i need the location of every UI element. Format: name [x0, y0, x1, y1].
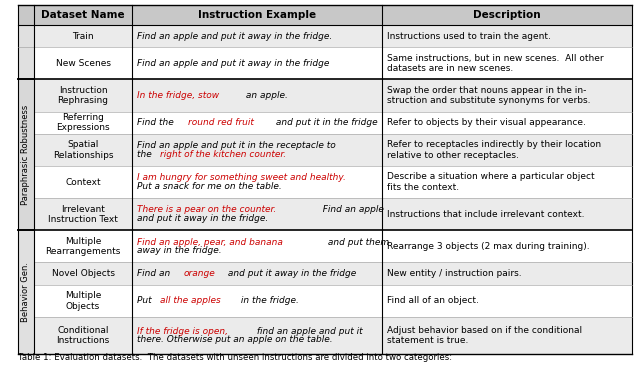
- Text: the: the: [137, 150, 155, 159]
- Text: Behavior Gen.: Behavior Gen.: [22, 262, 31, 322]
- Text: Swap the order that nouns appear in the in-
struction and substitute synonyms fo: Swap the order that nouns appear in the …: [387, 86, 591, 105]
- Text: there. Otherwise put an apple on the table.: there. Otherwise put an apple on the tab…: [137, 335, 333, 344]
- Text: Multiple
Objects: Multiple Objects: [65, 291, 101, 310]
- Text: Conditional
Instructions: Conditional Instructions: [56, 326, 109, 345]
- Text: Adjust behavior based on if the conditional
statement is true.: Adjust behavior based on if the conditio…: [387, 326, 582, 345]
- Text: and put it in the fridge: and put it in the fridge: [273, 118, 378, 127]
- Text: and put it away in the fridge: and put it away in the fridge: [225, 269, 356, 278]
- Text: away in the fridge.: away in the fridge.: [137, 246, 221, 255]
- Bar: [18, 25, 34, 79]
- Text: Refer to objects by their visual appearance.: Refer to objects by their visual appeara…: [387, 118, 586, 127]
- Text: Table 1: Evaluation datasets.  The datasets with unseen instructions are divided: Table 1: Evaluation datasets. The datase…: [18, 354, 452, 363]
- Bar: [34, 230, 632, 263]
- Bar: [34, 263, 632, 285]
- Text: right of the kitchen counter.: right of the kitchen counter.: [160, 150, 286, 159]
- Text: If the fridge is open,: If the fridge is open,: [137, 326, 228, 336]
- Bar: [18, 230, 34, 354]
- Text: find an apple and put it: find an apple and put it: [255, 326, 363, 336]
- Bar: [34, 166, 632, 198]
- Text: Instructions that include irrelevant context.: Instructions that include irrelevant con…: [387, 210, 584, 219]
- Bar: [18, 5, 632, 25]
- Text: New entity / instruction pairs.: New entity / instruction pairs.: [387, 269, 522, 278]
- Text: Find an apple, pear, and banana: Find an apple, pear, and banana: [137, 238, 283, 247]
- Text: Instruction
Rephrasing: Instruction Rephrasing: [58, 86, 109, 105]
- Text: Irrelevant
Instruction Text: Irrelevant Instruction Text: [48, 204, 118, 224]
- Bar: [34, 134, 632, 166]
- Text: Find the: Find the: [137, 118, 177, 127]
- Text: Instructions used to train the agent.: Instructions used to train the agent.: [387, 32, 551, 41]
- Text: and put it away in the fridge.: and put it away in the fridge.: [137, 214, 268, 223]
- Text: Referring
Expressions: Referring Expressions: [56, 113, 110, 132]
- Text: Find an apple and put it in the receptacle to: Find an apple and put it in the receptac…: [137, 141, 336, 150]
- Text: Find an apple: Find an apple: [317, 206, 383, 214]
- Text: Put: Put: [137, 296, 154, 305]
- Text: Description: Description: [473, 10, 541, 20]
- Text: Find all of an object.: Find all of an object.: [387, 296, 479, 305]
- Text: and put them: and put them: [325, 238, 389, 247]
- Text: Same instructions, but in new scenes.  All other
datasets are in new scenes.: Same instructions, but in new scenes. Al…: [387, 54, 604, 73]
- Text: In the fridge, stow: In the fridge, stow: [137, 91, 219, 100]
- Text: Find an apple and put it away in the fridge: Find an apple and put it away in the fri…: [137, 59, 330, 68]
- Text: Spatial
Relationships: Spatial Relationships: [52, 140, 113, 160]
- Text: round red fruit: round red fruit: [188, 118, 254, 127]
- Text: Dataset Name: Dataset Name: [41, 10, 125, 20]
- Text: There is a pear on the counter.: There is a pear on the counter.: [137, 206, 276, 214]
- Text: Context: Context: [65, 178, 101, 186]
- Text: Instruction Example: Instruction Example: [198, 10, 316, 20]
- Bar: [34, 317, 632, 354]
- Bar: [34, 79, 632, 112]
- Text: Train: Train: [72, 32, 94, 41]
- Text: Rearrange 3 objects (2 max during training).: Rearrange 3 objects (2 max during traini…: [387, 242, 589, 251]
- Text: Find an apple and put it away in the fridge.: Find an apple and put it away in the fri…: [137, 32, 332, 41]
- Text: Paraphrasic Robustness: Paraphrasic Robustness: [22, 105, 31, 205]
- Text: orange: orange: [184, 269, 216, 278]
- Bar: [34, 112, 632, 134]
- Bar: [34, 285, 632, 317]
- Bar: [34, 198, 632, 230]
- Text: Put a snack for me on the table.: Put a snack for me on the table.: [137, 182, 282, 191]
- Text: Multiple
Rearrangements: Multiple Rearrangements: [45, 237, 121, 256]
- Bar: [34, 25, 632, 47]
- Text: an apple.: an apple.: [243, 91, 288, 100]
- Text: Describe a situation where a particular object
fits the context.: Describe a situation where a particular …: [387, 172, 595, 192]
- Bar: [34, 47, 632, 79]
- Text: New Scenes: New Scenes: [56, 59, 111, 68]
- Text: Novel Objects: Novel Objects: [51, 269, 115, 278]
- Bar: [18, 79, 34, 230]
- Text: in the fridge.: in the fridge.: [238, 296, 299, 305]
- Text: I am hungry for something sweet and healthy.: I am hungry for something sweet and heal…: [137, 173, 346, 182]
- Text: all the apples: all the apples: [159, 296, 220, 305]
- Text: Refer to receptacles indirectly by their location
relative to other receptacles.: Refer to receptacles indirectly by their…: [387, 140, 601, 160]
- Text: Find an: Find an: [137, 269, 173, 278]
